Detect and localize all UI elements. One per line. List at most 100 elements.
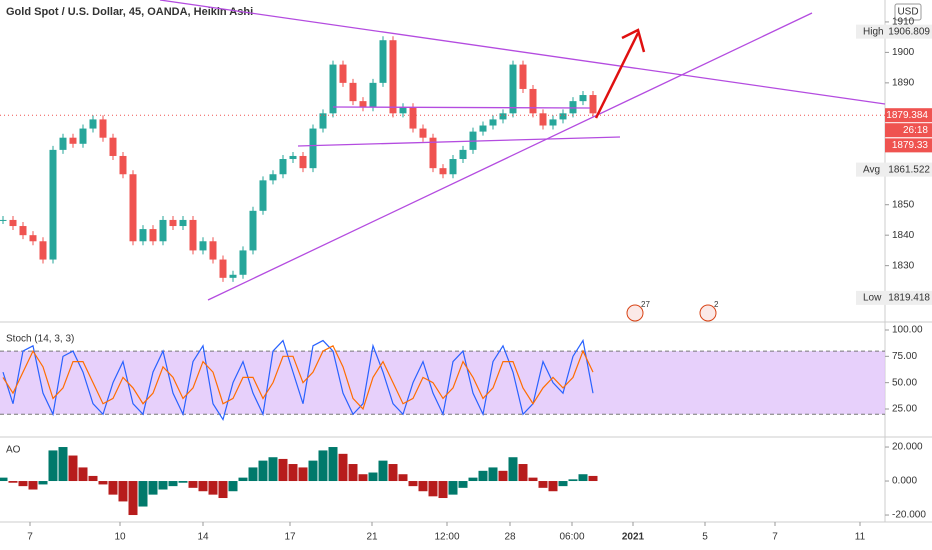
candle-body — [279, 159, 287, 175]
ao-bar — [508, 457, 518, 482]
candle-body — [159, 219, 167, 242]
ao-title: AO — [6, 445, 21, 456]
ao-bar — [78, 467, 88, 482]
y-tick-label: 100.00 — [892, 325, 923, 336]
candle-body — [169, 219, 177, 227]
x-tick-label: 7 — [772, 532, 778, 543]
candle-body — [229, 274, 237, 278]
y-tick-label: 0.000 — [892, 476, 917, 487]
candle-body — [139, 229, 147, 242]
price-label-name: Avg — [863, 164, 880, 175]
y-tick-label: 1850 — [892, 199, 915, 210]
stoch-band — [0, 351, 885, 415]
candle-body — [429, 137, 437, 169]
candle-body — [19, 226, 27, 236]
candle-body — [109, 137, 117, 156]
ao-bar — [8, 481, 18, 483]
candle-body — [419, 128, 427, 138]
ao-bar — [238, 477, 248, 482]
chart-title: Gold Spot / U.S. Dollar, 45, OANDA, Heik… — [6, 6, 253, 18]
price-label-box — [856, 24, 932, 39]
arrow-head — [621, 28, 646, 53]
ao-bar — [288, 464, 298, 482]
price-label: 1819.418 — [888, 293, 930, 304]
candle-body — [519, 64, 527, 89]
candle-body — [369, 82, 377, 108]
ao-bar — [18, 481, 28, 487]
arrow — [594, 28, 646, 119]
candle-body — [69, 137, 77, 144]
ao-bar — [298, 467, 308, 482]
currency: USD — [897, 7, 918, 18]
ao-bar — [48, 450, 58, 482]
ao-bar — [548, 481, 558, 492]
ao-bar — [568, 479, 578, 482]
candle-body — [59, 137, 67, 150]
stoch-line — [2, 344, 594, 411]
candle-body — [309, 128, 317, 169]
ao-bar — [328, 447, 338, 482]
candle-body — [389, 40, 397, 114]
ao-bar — [218, 481, 228, 499]
x-tick-label: 5 — [702, 532, 708, 543]
candle-body — [549, 119, 557, 126]
candle-body — [559, 113, 567, 120]
ao-bar — [38, 481, 48, 485]
candle-body — [499, 113, 507, 120]
y-tick-label: 1910 — [892, 17, 915, 28]
ao-bar — [128, 481, 138, 516]
price-label-box — [885, 108, 932, 123]
ao-bar — [458, 481, 468, 488]
y-tick-label: 50.00 — [892, 377, 917, 388]
candle-body — [129, 174, 137, 242]
ao-bar — [268, 457, 278, 482]
ao-bar — [368, 472, 378, 482]
event-icon — [626, 304, 644, 322]
x-tick-label: 28 — [504, 532, 516, 543]
ao-bar — [438, 481, 448, 499]
candle-body — [379, 40, 387, 83]
candle-body — [399, 107, 407, 114]
stoch-title: Stoch (14, 3, 3) — [6, 334, 74, 345]
candle-body — [199, 241, 207, 251]
candle-body — [589, 95, 597, 114]
ao-bar — [428, 481, 438, 497]
trend-line — [207, 12, 813, 301]
candle-body — [209, 241, 217, 260]
candle-body — [449, 159, 457, 175]
ao-bar — [348, 464, 358, 482]
x-tick-label: 12:00 — [434, 532, 459, 543]
ao-bar — [258, 460, 268, 482]
candle-body — [39, 241, 47, 260]
trend-line — [332, 106, 591, 109]
candle-body — [479, 125, 487, 132]
candle-body — [319, 113, 327, 129]
candle-body — [359, 101, 367, 108]
ao-bar — [208, 481, 218, 495]
x-tick-label: 14 — [197, 532, 209, 543]
price-label-name: High — [863, 26, 884, 37]
ao-bar — [528, 477, 538, 482]
candle-body — [539, 113, 547, 126]
candle-body — [249, 210, 257, 251]
candle-body — [0, 219, 7, 221]
x-tick-label: 06:00 — [559, 532, 584, 543]
ao-bar — [398, 474, 408, 482]
ao-bar — [88, 475, 98, 482]
candle-body — [349, 82, 357, 102]
candle-body — [579, 95, 587, 102]
ao-bar — [158, 481, 168, 490]
y-tick-label: 1840 — [892, 230, 915, 241]
ao-bar — [0, 477, 8, 482]
event-count: 27 — [641, 300, 650, 309]
currency-box[interactable] — [894, 3, 922, 21]
x-tick-label: 21 — [366, 532, 378, 543]
ao-bar — [338, 453, 348, 482]
ao-bar — [98, 481, 108, 485]
candle-body — [89, 119, 97, 129]
candle-body — [439, 168, 447, 175]
candle-body — [289, 155, 297, 160]
candle-body — [79, 128, 87, 144]
candle-body — [179, 219, 187, 227]
ao-bar — [578, 474, 588, 482]
